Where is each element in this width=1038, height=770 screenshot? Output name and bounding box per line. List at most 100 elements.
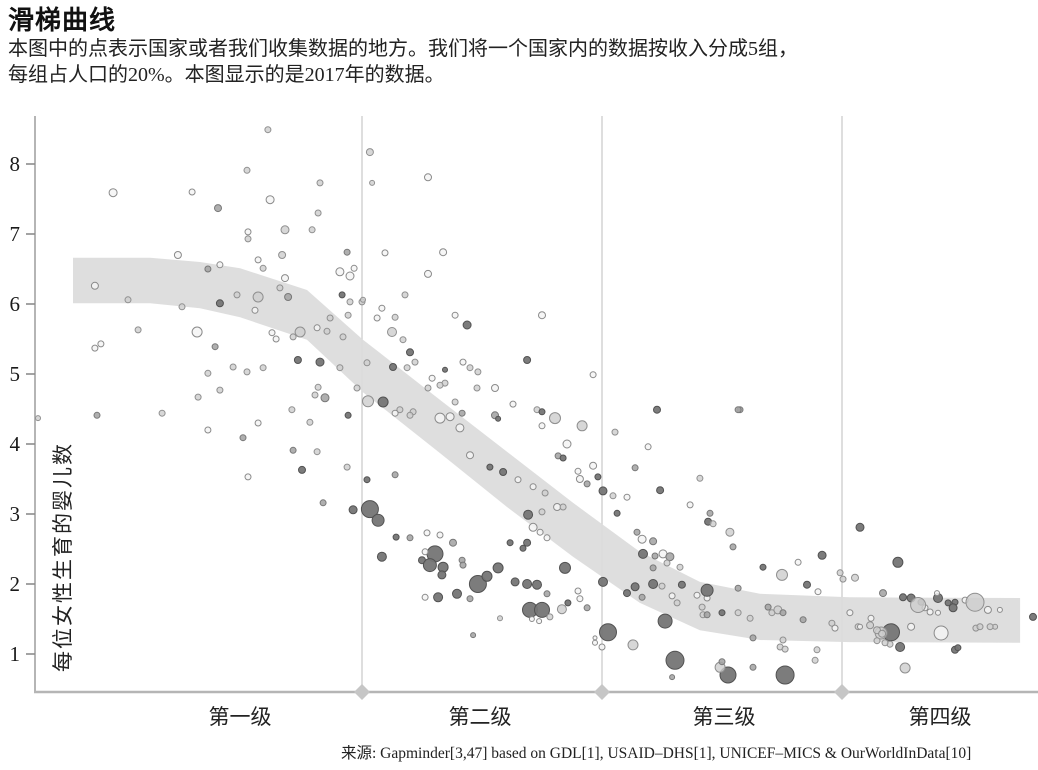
country-bubble [411,358,419,366]
country-bubble [764,603,772,611]
country-bubble [514,476,522,484]
country-bubble [637,534,647,544]
country-bubble [244,235,252,243]
page-title: 滑梯曲线 [8,5,117,35]
country-bubble [178,303,186,311]
country-bubble [90,281,99,290]
country-bubble [623,493,631,501]
country-bubble [276,284,284,292]
country-bubble [649,537,658,546]
country-bubble [698,603,706,611]
country-bubble [638,548,648,559]
country-bubble [466,364,474,372]
country-bubble [313,448,321,456]
country-bubble [389,363,397,371]
tier-boundary-diamonds [354,684,850,700]
x-tier-label: 第四级 [909,705,972,729]
country-bubble [857,623,863,630]
country-bubble [289,446,297,454]
country-bubble [598,643,606,651]
country-bubble [1029,612,1037,621]
country-bubble [598,576,608,587]
country-bubble [97,340,105,348]
country-bubble [589,371,597,379]
country-bubble [627,639,639,651]
country-bubble [611,428,619,436]
country-bubble [396,406,404,414]
country-bubble [583,480,591,488]
country-bubble [599,623,617,642]
country-bubble [466,595,474,603]
country-bubble [817,550,827,560]
country-bubble [873,637,881,645]
country-bubble [656,486,665,495]
trend-band-shape [73,257,1021,643]
country-bubble [462,320,472,330]
country-bubble [878,629,887,638]
country-bubble [811,656,819,664]
country-bubble [455,423,465,433]
country-bubble [828,619,836,627]
country-bubble [371,513,385,527]
country-bubble [229,363,237,371]
country-bubble [523,538,532,547]
country-bubble [534,601,550,618]
country-bubble [35,415,41,422]
country-bubble [651,552,659,560]
y-tick-label: 8 [10,152,21,176]
country-bubble [373,314,381,322]
country-bubble [866,621,875,630]
country-bubble [360,500,379,519]
country-bubble [436,381,444,389]
country-bubble [452,588,462,599]
country-bubble [466,451,474,460]
country-bubble [348,505,358,515]
country-bubble [289,333,297,341]
country-bubble [406,348,414,357]
y-tick-label: 6 [10,292,21,316]
subtitle-line-1: 本图中的点表示国家或者我们收集数据的地方。我们将一个国家内的数据按收入分成5组， [8,38,798,60]
country-bubble [669,674,676,681]
country-bubble [423,529,431,537]
country-bubble [933,625,949,641]
country-bubble [749,634,757,642]
country-bubble [775,665,795,685]
country-bubble [449,538,457,547]
country-bubble [336,364,344,372]
country-bubble [268,329,276,337]
country-bubble [562,439,572,449]
country-bubble [559,503,567,511]
country-bubble [846,609,854,617]
country-bubble [749,663,757,671]
country-bubble [668,592,676,600]
country-bubble [693,591,701,599]
country-bubble [538,408,546,416]
country-bubble [315,357,325,367]
country-bubble [259,364,267,372]
country-bubble [677,580,686,589]
y-tick-label: 3 [10,502,21,526]
country-bubble [360,296,366,303]
country-bubble [867,614,875,622]
axes-and-ticks: 1 2 3 4 5 6 7 8 [10,116,1038,694]
country-bubble [556,604,567,615]
country-bubble [536,618,543,625]
country-bubble [259,264,267,272]
country-bubble [365,148,374,157]
country-bubble [406,534,414,542]
country-bubble [204,265,212,273]
country-bubble [499,468,508,476]
country-bubble [497,615,503,622]
source-citation: 来源: Gapminder[3,47] based on GDL[1], USA… [341,745,972,762]
country-bubble [216,386,224,394]
country-bubble [445,412,455,422]
country-bubble [158,409,166,417]
country-bubble [233,291,241,299]
country-bubble [776,568,788,581]
tier-diamond-marker [594,684,610,700]
y-tick-label: 7 [10,222,21,246]
country-bubble [392,533,400,541]
country-bubble [108,188,118,198]
country-bubble [474,368,482,376]
country-bubble [653,405,661,414]
